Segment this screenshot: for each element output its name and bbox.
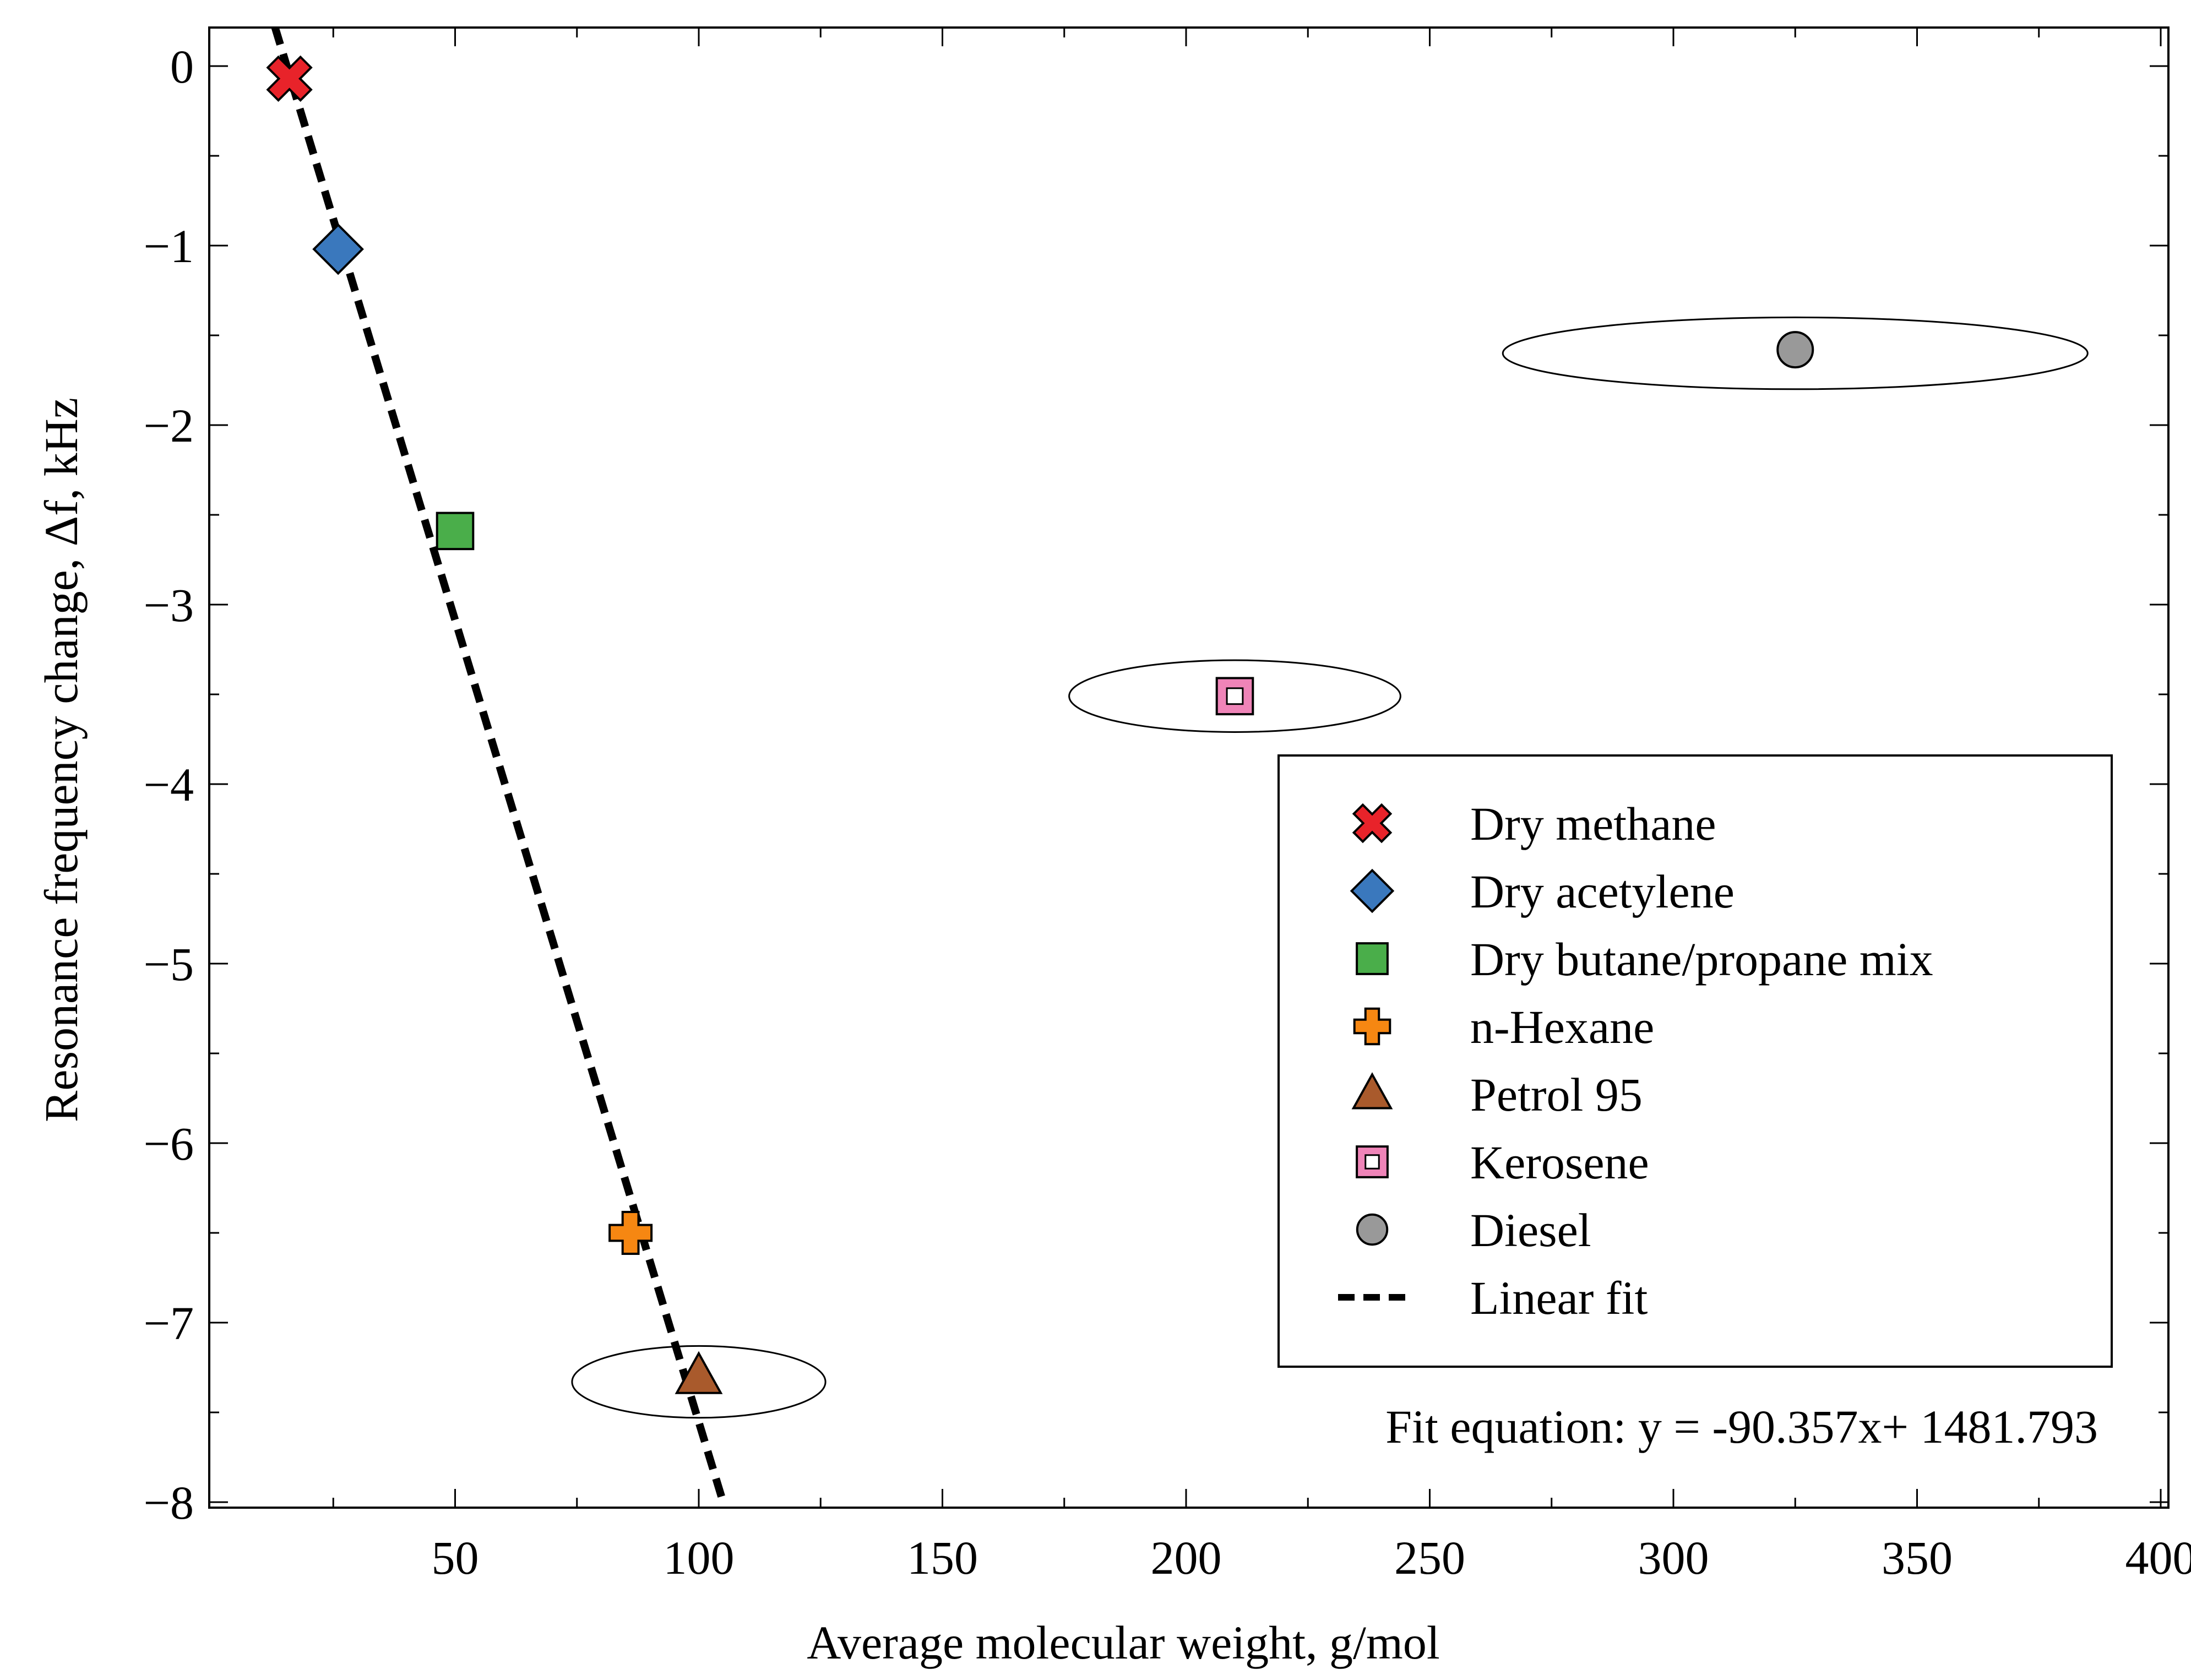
data-point-dry-acetylene	[312, 223, 364, 275]
data-point-petrol-95	[675, 1351, 723, 1394]
legend-label-n-hexane: n-Hexane	[1470, 1001, 1654, 1053]
data-point-diesel	[1776, 331, 1814, 369]
legend-marker-n-hexane	[1353, 1007, 1391, 1046]
x-tick-label: 100	[664, 1531, 735, 1584]
axis-tick-labels: 50 100 150 200 250 300 350 400 0 −1 −2 −3 −4 −5 −6 −7 −8	[143, 40, 2191, 1584]
plot-frame	[208, 26, 2170, 1509]
legend-marker-dry-butane-propane-mix	[1356, 942, 1389, 975]
axis-ticks	[209, 28, 2168, 1508]
legend: Dry methane Dry acetylene Dry butane/propa…	[1277, 754, 2113, 1368]
x-tick-label: 400	[2125, 1531, 2191, 1584]
legend-label-dry-butane-propane-mix: Dry butane/propane mix	[1470, 933, 1933, 986]
y-tick-label: −7	[143, 1297, 194, 1350]
x-axis-title: Average molecular weight, g/mol	[807, 1616, 1439, 1669]
legend-label-linear-fit: Linear fit	[1470, 1271, 1648, 1324]
data-point-dry-methane	[266, 55, 313, 102]
highlight-ellipse	[571, 1345, 827, 1419]
x-tick-label: 150	[907, 1531, 978, 1584]
x-tick-label: 250	[1394, 1531, 1465, 1584]
legend-marker-kerosene	[1356, 1145, 1389, 1178]
x-tick-label: 300	[1638, 1531, 1709, 1584]
data-points	[266, 55, 1814, 1394]
y-tick-label: 0	[170, 40, 194, 93]
legend-marker-dry-acetylene	[1350, 868, 1395, 914]
y-axis-title: Resonance frequency change, Δf, kHz	[35, 398, 88, 1122]
data-point-dry-butane-propane-mix	[436, 512, 475, 551]
y-tick-label: −1	[143, 220, 194, 273]
legend-label-diesel: Diesel	[1470, 1204, 1591, 1257]
data-point-kerosene	[1215, 677, 1254, 716]
fit-equation: Fit equation: y = -90.357x+ 1481.793	[1385, 1400, 2098, 1453]
highlight-ellipse	[1502, 316, 2089, 390]
legend-label-kerosene: Kerosene	[1470, 1136, 1649, 1189]
y-tick-label: −3	[143, 579, 194, 632]
x-tick-label: 50	[432, 1531, 479, 1584]
x-tick-label: 200	[1151, 1531, 1222, 1584]
highlight-ellipse	[1068, 659, 1401, 733]
legend-box	[1277, 754, 2113, 1368]
legend-marker-diesel	[1356, 1213, 1389, 1246]
x-tick-label: 350	[1882, 1531, 1953, 1584]
legend-marker-dry-methane	[1352, 803, 1393, 844]
y-tick-label: −6	[143, 1117, 194, 1170]
legend-label-dry-acetylene: Dry acetylene	[1470, 865, 1735, 918]
legend-marker-petrol-95	[1351, 1072, 1393, 1110]
highlight-ellipses	[571, 316, 2089, 1419]
y-tick-label: −4	[143, 758, 194, 811]
legend-label-petrol-95: Petrol 95	[1470, 1068, 1643, 1121]
data-point-n-hexane	[608, 1211, 653, 1255]
y-tick-label: −2	[143, 399, 194, 452]
y-tick-label: −8	[143, 1476, 194, 1529]
y-tick-label: −5	[143, 938, 194, 991]
legend-label-dry-methane: Dry methane	[1470, 797, 1716, 850]
